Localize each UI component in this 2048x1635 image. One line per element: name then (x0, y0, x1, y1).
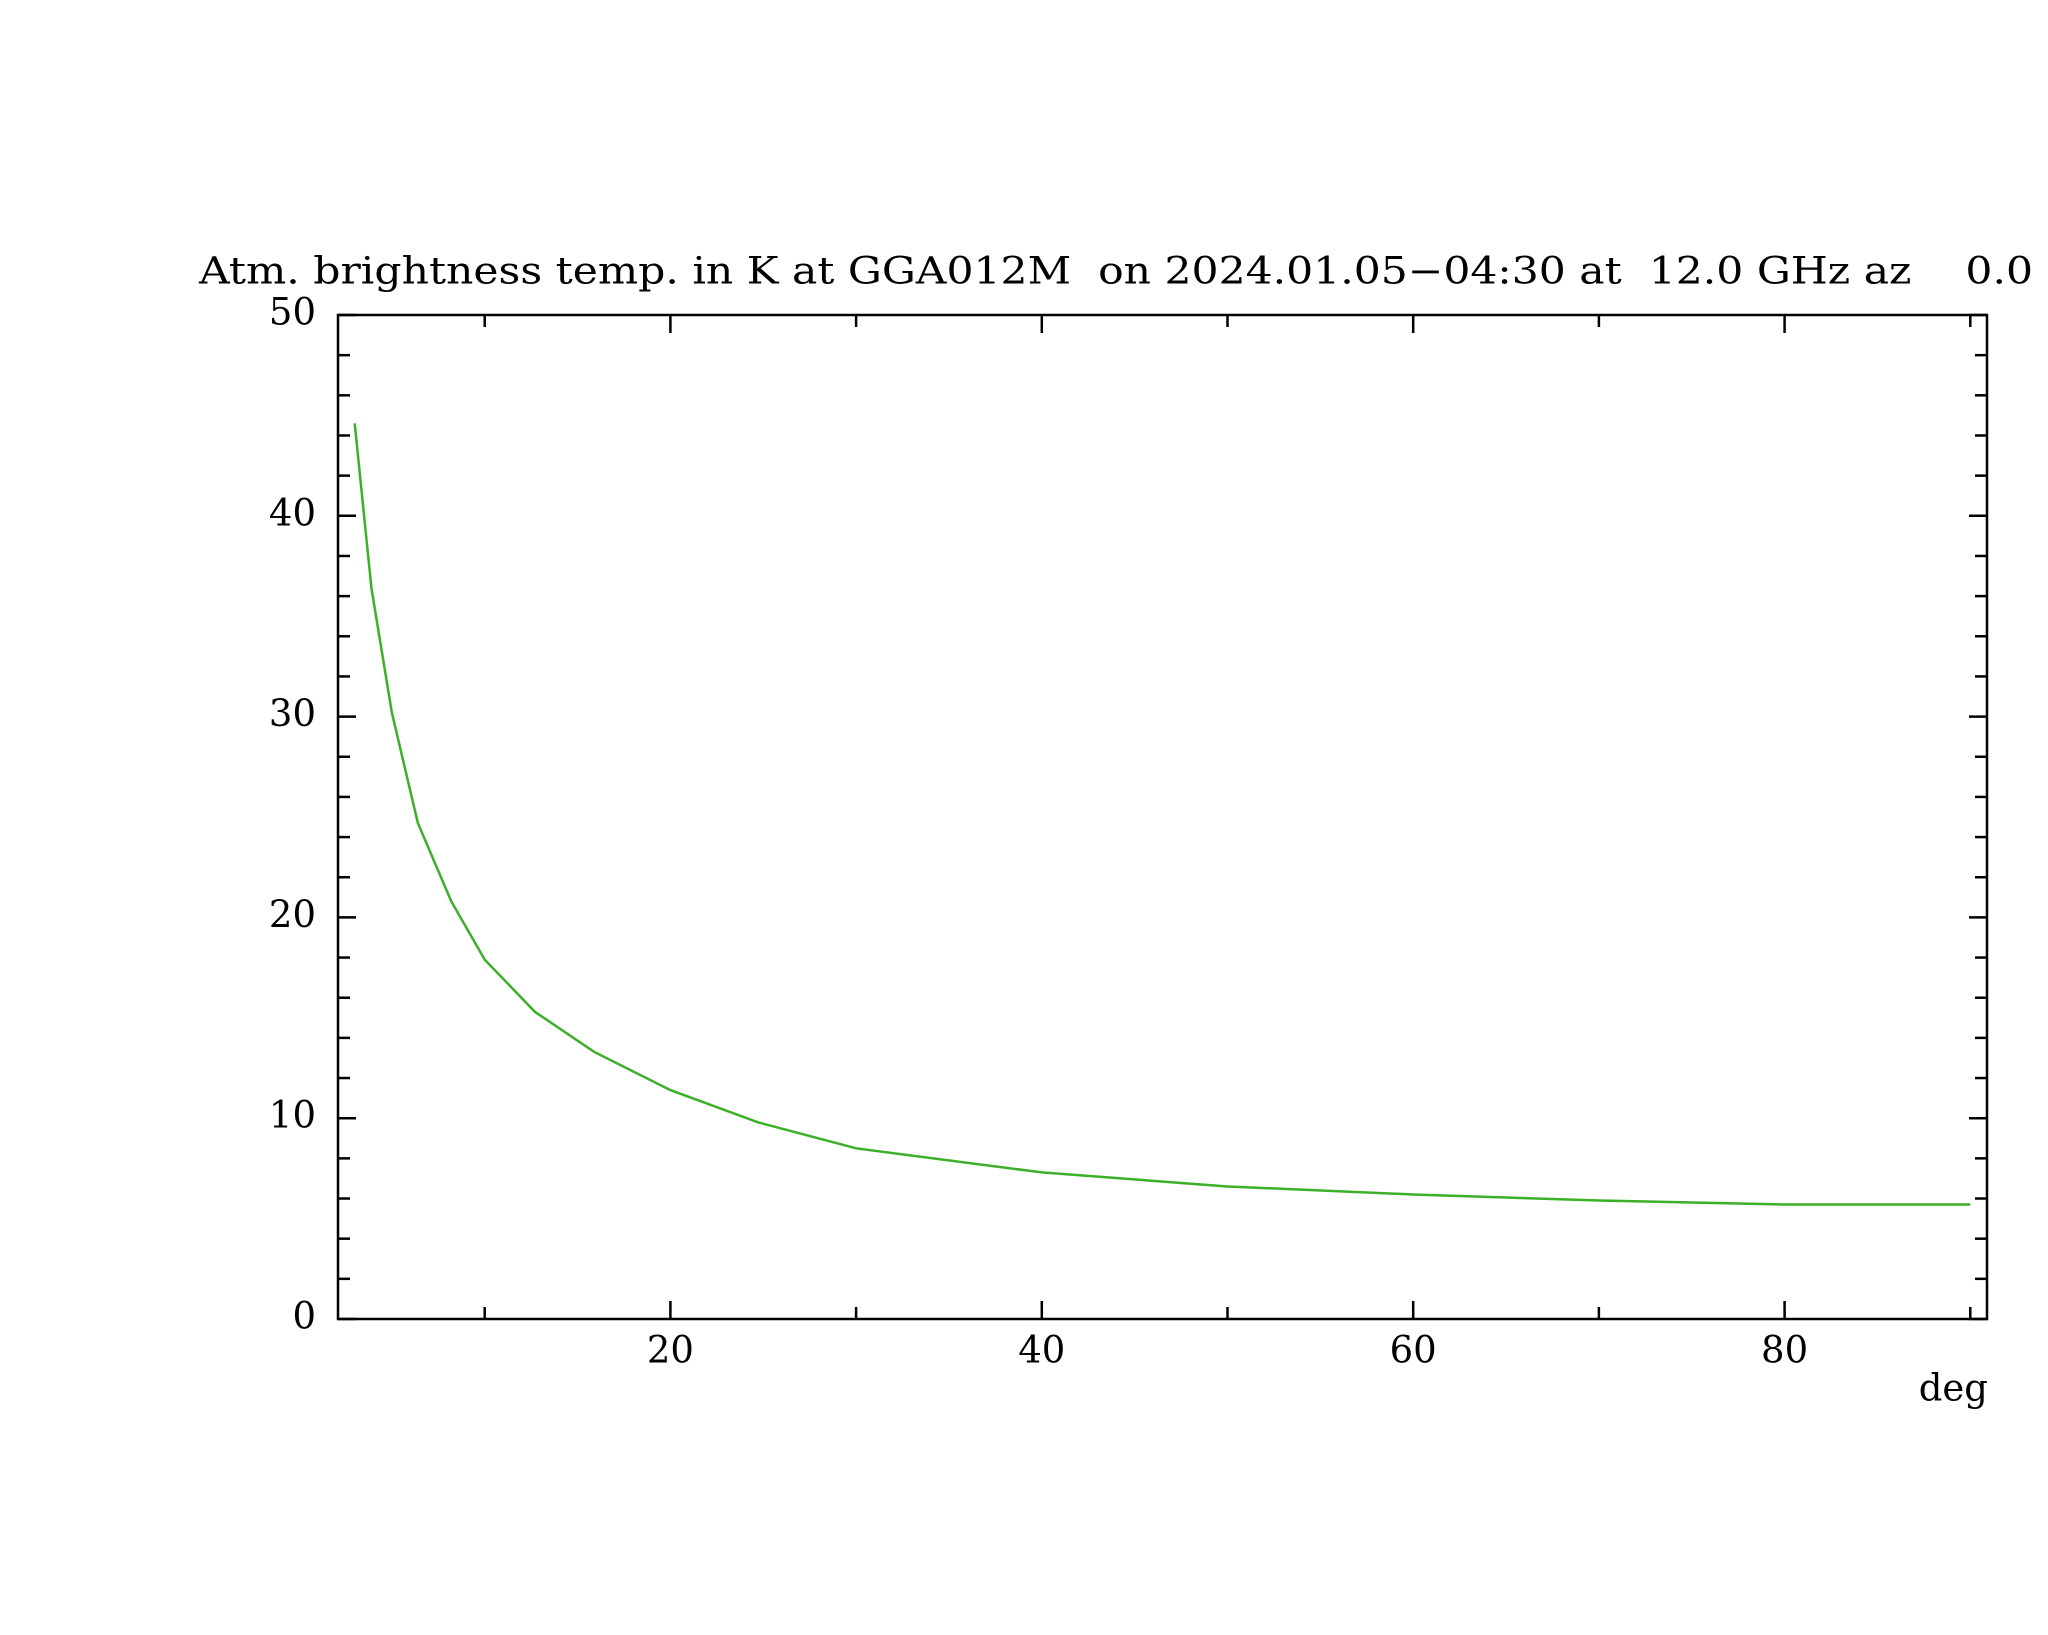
y-tick-label: 0 (292, 1295, 316, 1338)
data-line (353, 423, 1971, 1206)
y-tick-label: 10 (269, 1094, 316, 1137)
x-tick-label: 60 (1390, 1329, 1437, 1372)
chart-title: Atm. brightness temp. in K at GGA012M on… (198, 250, 2033, 293)
x-tick-label: 20 (647, 1329, 694, 1372)
y-tick-label: 50 (269, 291, 316, 334)
x-tick-label: 80 (1761, 1329, 1808, 1372)
plot-frame (336, 313, 1989, 1321)
y-tick-label: 30 (269, 692, 316, 735)
x-axis-label: deg (1919, 1367, 1988, 1410)
y-tick-label: 20 (269, 893, 316, 936)
x-tick-label: 40 (1018, 1329, 1065, 1372)
y-tick-label: 40 (269, 491, 316, 534)
